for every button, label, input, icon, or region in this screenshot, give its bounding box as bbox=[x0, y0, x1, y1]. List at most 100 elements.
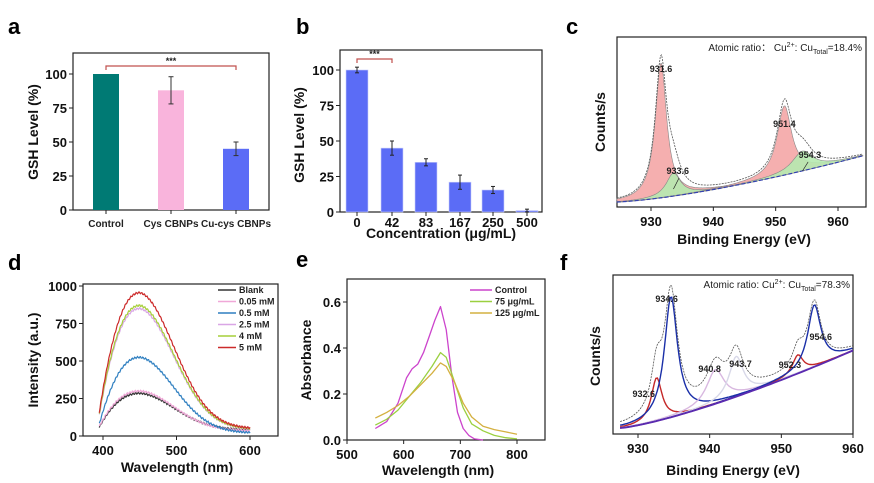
absorbance-line bbox=[375, 362, 518, 435]
significance-label: *** bbox=[369, 49, 380, 59]
xlabel-c: Binding Energy (eV) bbox=[677, 231, 811, 247]
peak-pointer bbox=[673, 177, 680, 190]
spectrum-line bbox=[98, 304, 251, 431]
y-tick-label: 25 bbox=[320, 170, 334, 185]
ylabel-c: Counts/s bbox=[592, 92, 608, 152]
y-tick-label: 25 bbox=[53, 169, 67, 184]
legend-label: 0.5 mM bbox=[239, 308, 270, 318]
y-tick-label: 75 bbox=[53, 101, 67, 116]
peak-pointer bbox=[802, 161, 809, 172]
x-tick-label: 500 bbox=[516, 215, 538, 230]
y-tick-label: 1000 bbox=[48, 279, 77, 294]
panel-label-a: a bbox=[8, 14, 21, 39]
x-tick-label: Cu-cys CBNPs bbox=[201, 219, 271, 230]
x-tick-label: 600 bbox=[239, 443, 261, 458]
x-tick-label: 950 bbox=[770, 441, 792, 456]
y-tick-label: 100 bbox=[45, 67, 67, 82]
xlabel-b: Concentration (μg/mL) bbox=[366, 225, 516, 241]
x-tick-label: 42 bbox=[385, 215, 399, 230]
x-tick-label: 940 bbox=[702, 214, 724, 229]
ylabel-e: Absorbance bbox=[298, 319, 314, 400]
peak-label: 940.8 bbox=[698, 364, 721, 374]
peak-label: 943.7 bbox=[729, 359, 752, 369]
legend-label: 0.05 mM bbox=[239, 297, 275, 307]
ylabel-d: Intensity (a.u.) bbox=[25, 313, 41, 408]
y-tick-label: 0 bbox=[327, 205, 334, 220]
x-tick-label: 83 bbox=[419, 215, 433, 230]
xlabel-e: Wavelength (nm) bbox=[382, 462, 494, 478]
peak-label: 934.6 bbox=[655, 294, 678, 304]
legend-label: 75 μg/mL bbox=[495, 297, 535, 307]
y-tick-label: 50 bbox=[53, 135, 67, 150]
x-tick-label: 940 bbox=[699, 441, 721, 456]
y-tick-label: 250 bbox=[55, 392, 77, 407]
y-tick-label: 500 bbox=[55, 354, 77, 369]
xlabel-d: Wavelength (nm) bbox=[121, 459, 233, 475]
ylabel-b: GSH Level (%) bbox=[291, 87, 307, 183]
x-tick-label: 167 bbox=[449, 215, 471, 230]
x-tick-label: 600 bbox=[393, 447, 415, 462]
envelope-curve bbox=[619, 284, 853, 422]
x-tick-label: 500 bbox=[166, 443, 188, 458]
peak-label: 933.6 bbox=[667, 166, 690, 176]
x-tick-label: 700 bbox=[449, 447, 471, 462]
x-tick-label: 960 bbox=[827, 214, 849, 229]
peak-label: 954.6 bbox=[809, 332, 832, 342]
peak-label: 951.4 bbox=[773, 119, 796, 129]
plot-frame-d bbox=[82, 283, 279, 437]
panel-a: a *** 0 25 50 75 100 Control Cys CBNPs Cu-cys C… bbox=[8, 14, 271, 230]
panel-label-d: d bbox=[8, 250, 21, 275]
y-tick-label: 0.2 bbox=[323, 387, 341, 402]
x-tick-label: Control bbox=[88, 219, 124, 230]
legend-label: 2.5 mM bbox=[239, 320, 270, 330]
panel-c: c 931.6 933.6 951.4 954.3 Atomic ratio： Cu2+… bbox=[566, 14, 867, 247]
bar bbox=[93, 74, 119, 210]
atomic-ratio-annotation: Atomic ratio： Cu2+: CuTotal=18.4% bbox=[708, 42, 862, 56]
legend-label: 125 μg/mL bbox=[495, 308, 540, 318]
absorbance-line bbox=[374, 305, 484, 441]
x-tick-label: 960 bbox=[842, 441, 864, 456]
x-tick-label: 250 bbox=[482, 215, 504, 230]
peak-label: 954.3 bbox=[799, 150, 822, 160]
fitted-peak bbox=[616, 150, 864, 203]
ylabel-f: Counts/s bbox=[587, 326, 603, 386]
y-tick-label: 750 bbox=[55, 317, 77, 332]
plot-frame-e bbox=[346, 278, 546, 441]
panel-label-e: e bbox=[296, 247, 308, 272]
peak-label: 952.3 bbox=[779, 360, 802, 370]
y-tick-label: 0 bbox=[60, 203, 67, 218]
bar bbox=[158, 90, 184, 210]
y-tick-label: 0.0 bbox=[323, 433, 341, 448]
panel-label-f: f bbox=[560, 250, 568, 275]
y-tick-label: 100 bbox=[312, 63, 334, 78]
bar bbox=[414, 162, 438, 213]
y-tick-label: 50 bbox=[320, 134, 334, 149]
panel-label-b: b bbox=[296, 14, 309, 39]
peak-label: 932.6 bbox=[632, 389, 655, 399]
y-tick-label: 75 bbox=[320, 99, 334, 114]
bar bbox=[223, 148, 249, 210]
baseline-curve bbox=[620, 349, 854, 429]
x-tick-label: 400 bbox=[92, 443, 114, 458]
spectrum-line bbox=[98, 290, 251, 430]
xlabel-f: Binding Energy (eV) bbox=[666, 462, 800, 478]
atomic-ratio-annotation: Atomic ratio: Cu2+: CuTotal=78.3% bbox=[704, 279, 851, 293]
plot-frame-f bbox=[612, 274, 854, 435]
absorbance-line bbox=[375, 351, 518, 440]
y-tick-label: 0 bbox=[70, 429, 77, 444]
x-tick-label: 0 bbox=[353, 215, 360, 230]
panel-f: f 932.6 934.6 940.8 943.7 952.3 954.6 Atomic r… bbox=[560, 250, 864, 478]
plot-frame-c bbox=[616, 36, 867, 208]
panel-b: b *** 0 25 50 75 100 0 42 83 167 250 500 GSH Level… bbox=[291, 14, 543, 241]
panel-label-c: c bbox=[566, 14, 578, 39]
x-tick-label: 800 bbox=[506, 447, 528, 462]
ylabel-a: GSH Level (%) bbox=[25, 84, 41, 180]
legend-label: 4 mM bbox=[239, 331, 262, 341]
plot-frame-b bbox=[339, 49, 543, 213]
significance-bracket bbox=[356, 58, 393, 63]
significance-label: *** bbox=[166, 56, 177, 66]
envelope-curve bbox=[616, 54, 863, 199]
panel-d: d Blank 0.05 mM0.5 mM 2.5 mM4 mM 5 mM 0 250 5… bbox=[8, 250, 279, 475]
